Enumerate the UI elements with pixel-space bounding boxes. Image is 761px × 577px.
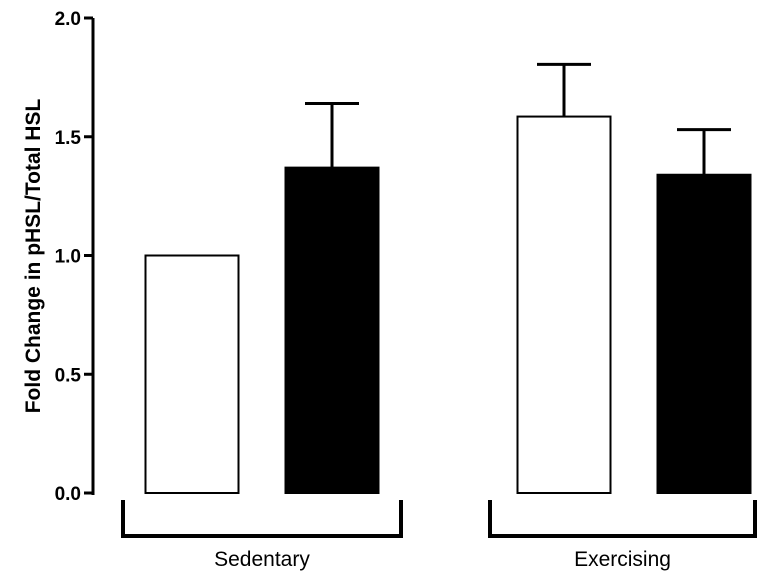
bar (144, 254, 240, 494)
y-tick-labels: 0.0 0.5 1.0 1.5 2.0 (55, 9, 82, 505)
y-tick-label: 2.0 (55, 9, 81, 30)
y-tick-label: 0.0 (55, 484, 81, 505)
y-axis-title: Fold Change in pHSL/Total HSL (22, 99, 45, 414)
group-brackets: Sedentary Exercising (121, 500, 757, 571)
y-tick-label: 0.5 (55, 365, 82, 386)
group-bracket (121, 500, 403, 538)
bar (516, 115, 612, 494)
y-axis (84, 16, 95, 495)
y-tick-label: 1.0 (55, 247, 81, 268)
y-tick-label: 1.5 (55, 128, 82, 149)
bars (144, 62, 752, 494)
bar (656, 173, 752, 494)
group-bracket (488, 500, 757, 538)
group-label: Sedentary (214, 548, 310, 571)
group-label: Exercising (574, 548, 671, 571)
bar (284, 166, 380, 494)
